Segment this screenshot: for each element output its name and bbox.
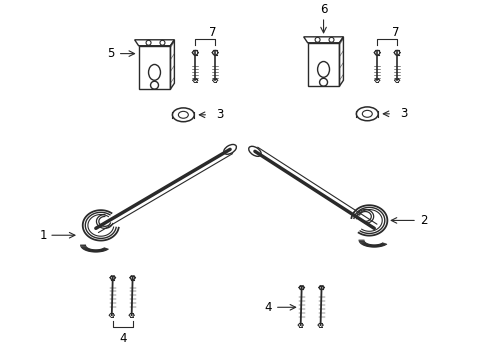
Text: 7: 7 <box>209 26 217 39</box>
Text: 6: 6 <box>320 3 327 16</box>
Text: 5: 5 <box>107 47 115 60</box>
Text: 4: 4 <box>119 332 126 345</box>
Text: 2: 2 <box>420 214 428 227</box>
Text: 4: 4 <box>264 301 271 314</box>
Text: 1: 1 <box>39 229 47 242</box>
Text: 3: 3 <box>400 107 408 120</box>
Text: 7: 7 <box>392 26 400 39</box>
Text: 3: 3 <box>216 108 223 121</box>
